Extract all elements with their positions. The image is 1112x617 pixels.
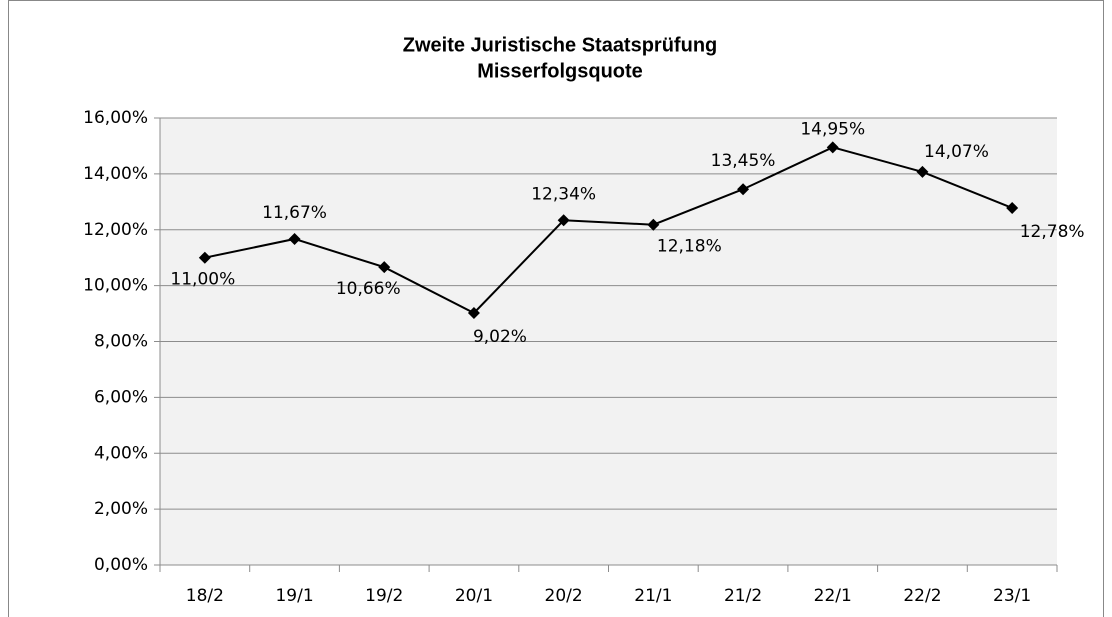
data-label: 9,02% (473, 327, 527, 347)
marker (467, 307, 480, 320)
line (204, 146, 1013, 315)
marker (1006, 201, 1019, 214)
data-label: 12,18% (657, 237, 722, 257)
marker (916, 165, 929, 178)
x-tick-label: 23/1 (993, 586, 1031, 606)
x-tick-label: 22/2 (903, 586, 941, 606)
data-label: 12,34% (531, 184, 596, 204)
data-label: 10,66% (336, 279, 401, 299)
y-tick-label: 16,00% (83, 108, 148, 128)
data-label: 12,78% (1020, 222, 1085, 242)
marker (288, 232, 301, 245)
chart-subtitle: Misserfolgsquote (477, 60, 643, 82)
y-tick-label: 14,00% (83, 164, 148, 184)
data-label: 11,67% (262, 203, 327, 223)
x-tick-label: 20/2 (545, 586, 583, 606)
y-tick-label: 10,00% (83, 276, 148, 296)
marker (737, 183, 750, 196)
x-tick-label: 21/2 (724, 586, 762, 606)
y-tick-label: 8,00% (94, 332, 148, 352)
data-label: 14,95% (800, 119, 865, 139)
x-tick-label: 19/2 (365, 586, 403, 606)
y-tick-label: 12,00% (83, 220, 148, 240)
chart-title: Zweite Juristische Staatsprüfung (403, 34, 718, 56)
y-tick-label: 2,00% (94, 499, 148, 519)
data-label: 11,00% (170, 270, 235, 290)
marker (826, 141, 839, 154)
y-tick-label: 0,00% (94, 555, 148, 575)
x-tick-label: 22/1 (814, 586, 852, 606)
y-tick-label: 4,00% (94, 443, 148, 463)
x-tick-label: 21/1 (634, 586, 672, 606)
marker (557, 214, 570, 227)
x-tick-label: 20/1 (455, 586, 493, 606)
marker (378, 261, 391, 274)
x-tick-label: 19/1 (275, 586, 313, 606)
marker (198, 251, 211, 264)
data-label: 13,45% (711, 151, 776, 171)
y-tick-label: 6,00% (94, 387, 148, 407)
x-tick-label: 18/2 (186, 586, 224, 606)
marker (647, 218, 660, 231)
data-label: 14,07% (924, 142, 989, 162)
